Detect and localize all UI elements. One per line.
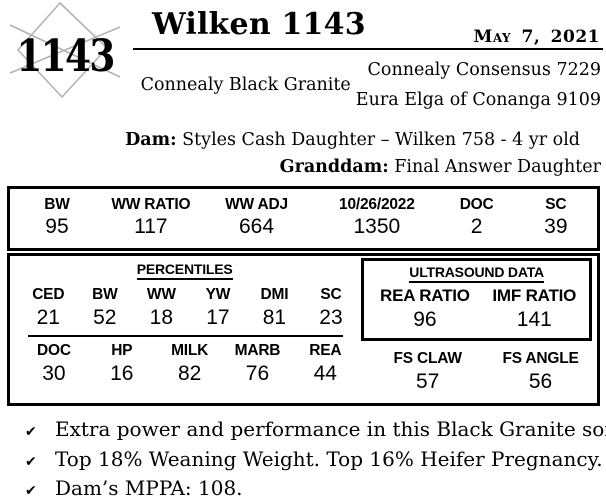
table-header-cell: REA — [309, 342, 342, 359]
checkmark-icon: ✔ — [25, 453, 37, 470]
sire-parents: Connealy Consensus 7229 Eura Elga of Con… — [356, 55, 601, 115]
sire-pedigree: Connealy Black Granite Connealy Consensu… — [0, 55, 601, 115]
table-value-cell: 76 — [245, 362, 270, 385]
table-value-cell: 23 — [319, 306, 343, 329]
table-value-cell: 44 — [313, 362, 337, 385]
table-value-cell: 664 — [238, 215, 275, 238]
table-value-cell: 96 — [413, 308, 437, 331]
diamond-x-icon — [9, 1, 121, 99]
ultrasound-footscore-section: ULTRASOUND DATA REA RATIO IMF RATIO 96 1… — [359, 256, 597, 394]
sale-date: May 7, 2021 — [473, 27, 600, 47]
table-value-cell: 56 — [528, 370, 553, 393]
list-item: ✔ Extra power and performance in this Bl… — [25, 416, 606, 446]
foot-score-headers: FS CLAW FS ANGLE — [359, 350, 597, 368]
table-value-cell: 57 — [416, 370, 440, 393]
table-header-cell: CED — [32, 286, 65, 303]
checkmark-icon: ✔ — [25, 424, 37, 440]
table-value-cell: 21 — [36, 306, 60, 329]
percentiles-row1-headers: CED BW WW YW DMI SC — [10, 286, 359, 304]
table-header-cell: WW ADJ — [225, 196, 288, 213]
table-header-cell: SC — [545, 196, 567, 213]
ultrasound-box: ULTRASOUND DATA REA RATIO IMF RATIO 96 1… — [361, 258, 592, 341]
table-header-cell: MILK — [171, 342, 209, 359]
table-value-cell: 81 — [262, 306, 287, 329]
table-value-cell: 52 — [93, 306, 117, 329]
note-text: Top 18% Weaning Weight. Top 16% Heifer P… — [55, 446, 603, 471]
percentiles-title: PERCENTILES — [136, 261, 233, 280]
table-header-cell: FS CLAW — [393, 350, 463, 367]
percentiles-row2-headers: DOC HP MILK MARB REA — [10, 342, 359, 360]
percentiles-title-wrap: PERCENTILES — [10, 261, 359, 280]
sale-notes: ✔ Extra power and performance in this Bl… — [25, 416, 606, 503]
title-underline — [133, 48, 603, 50]
table-header-cell: WW — [146, 286, 176, 303]
sire-name: Connealy Black Granite — [140, 75, 351, 95]
ultrasound-headers: REA RATIO IMF RATIO — [364, 286, 589, 306]
epd-data-box: PERCENTILES CED BW WW YW DMI SC 21 52 18… — [7, 253, 600, 406]
performance-value-row: 95 117 664 1350 2 39 — [10, 214, 597, 248]
foot-score-values: 57 56 — [359, 370, 597, 394]
table-value-cell: 1350 — [353, 215, 401, 238]
percentiles-divider — [28, 335, 344, 337]
ultrasound-title: ULTRASOUND DATA — [409, 264, 544, 283]
lot-number: 1143 — [16, 30, 115, 82]
table-header-cell: FS ANGLE — [502, 350, 579, 367]
table-header-cell: 10/26/2022 — [339, 196, 415, 213]
table-value-cell: 17 — [206, 306, 230, 329]
sire-sire-name: Connealy Consensus 7229 — [367, 60, 601, 80]
table-header-cell: DOC — [459, 196, 494, 213]
performance-header-row: BW WW RATIO WW ADJ 10/26/2022 DOC SC — [10, 189, 597, 214]
table-value-cell: 117 — [134, 215, 168, 238]
table-value-cell: 18 — [149, 306, 174, 329]
table-header-cell: BW — [44, 196, 70, 213]
table-header-cell: DOC — [37, 342, 71, 359]
performance-table: BW WW RATIO WW ADJ 10/26/2022 DOC SC 95 … — [7, 186, 600, 251]
table-value-cell: 141 — [516, 308, 552, 331]
table-header-cell: BW — [92, 286, 118, 303]
dam-line: Dam: Styles Cash Daughter – Wilken 758 -… — [125, 130, 580, 150]
granddam-name: Final Answer Daughter — [394, 157, 601, 177]
table-header-cell: YW — [205, 286, 231, 303]
table-value-cell: 82 — [177, 362, 202, 385]
granddam-line: Granddam: Final Answer Daughter — [280, 157, 601, 177]
dam-name: Styles Cash Daughter – Wilken 758 - 4 yr… — [182, 130, 580, 150]
table-header-cell: IMF RATIO — [492, 286, 577, 305]
ultrasound-values: 96 141 — [364, 308, 589, 332]
page-title: Wilken 1143 — [152, 7, 366, 42]
note-text: Dam’s MPPA: 108. — [55, 476, 243, 500]
sire-dam-name: Eura Elga of Conanga 9109 — [355, 90, 601, 110]
table-header-cell: WW RATIO — [111, 196, 191, 213]
table-value-cell: 95 — [45, 215, 69, 238]
ultrasound-title-wrap: ULTRASOUND DATA — [364, 264, 589, 283]
table-value-cell: 2 — [470, 215, 483, 238]
list-item: ✔ Top 18% Weaning Weight. Top 16% Heifer… — [25, 446, 606, 476]
table-header-cell: REA RATIO — [380, 286, 470, 305]
table-header-cell: SC — [320, 286, 342, 303]
note-text: Extra power and performance in this Blac… — [55, 417, 606, 441]
percentiles-row2-values: 30 16 82 76 44 — [10, 362, 359, 386]
percentiles-section: PERCENTILES CED BW WW YW DMI SC 21 52 18… — [10, 256, 359, 394]
granddam-label: Granddam: — [279, 157, 389, 177]
table-header-cell: DMI — [260, 286, 289, 303]
table-value-cell: 39 — [544, 215, 568, 238]
dam-label: Dam: — [125, 130, 177, 150]
table-header-cell: MARB — [234, 342, 281, 359]
table-value-cell: 16 — [110, 362, 134, 385]
table-header-cell: HP — [111, 342, 133, 359]
table-value-cell: 30 — [42, 362, 66, 385]
page-header: 1143 Wilken 1143 May 7, 2021 Connealy Bl… — [0, 0, 606, 186]
list-item: ✔ Dam’s MPPA: 108. — [25, 475, 606, 503]
lot-logo: 1143 — [6, 0, 124, 104]
checkmark-icon: ✔ — [25, 483, 37, 499]
percentiles-row1-values: 21 52 18 17 81 23 — [10, 306, 359, 330]
